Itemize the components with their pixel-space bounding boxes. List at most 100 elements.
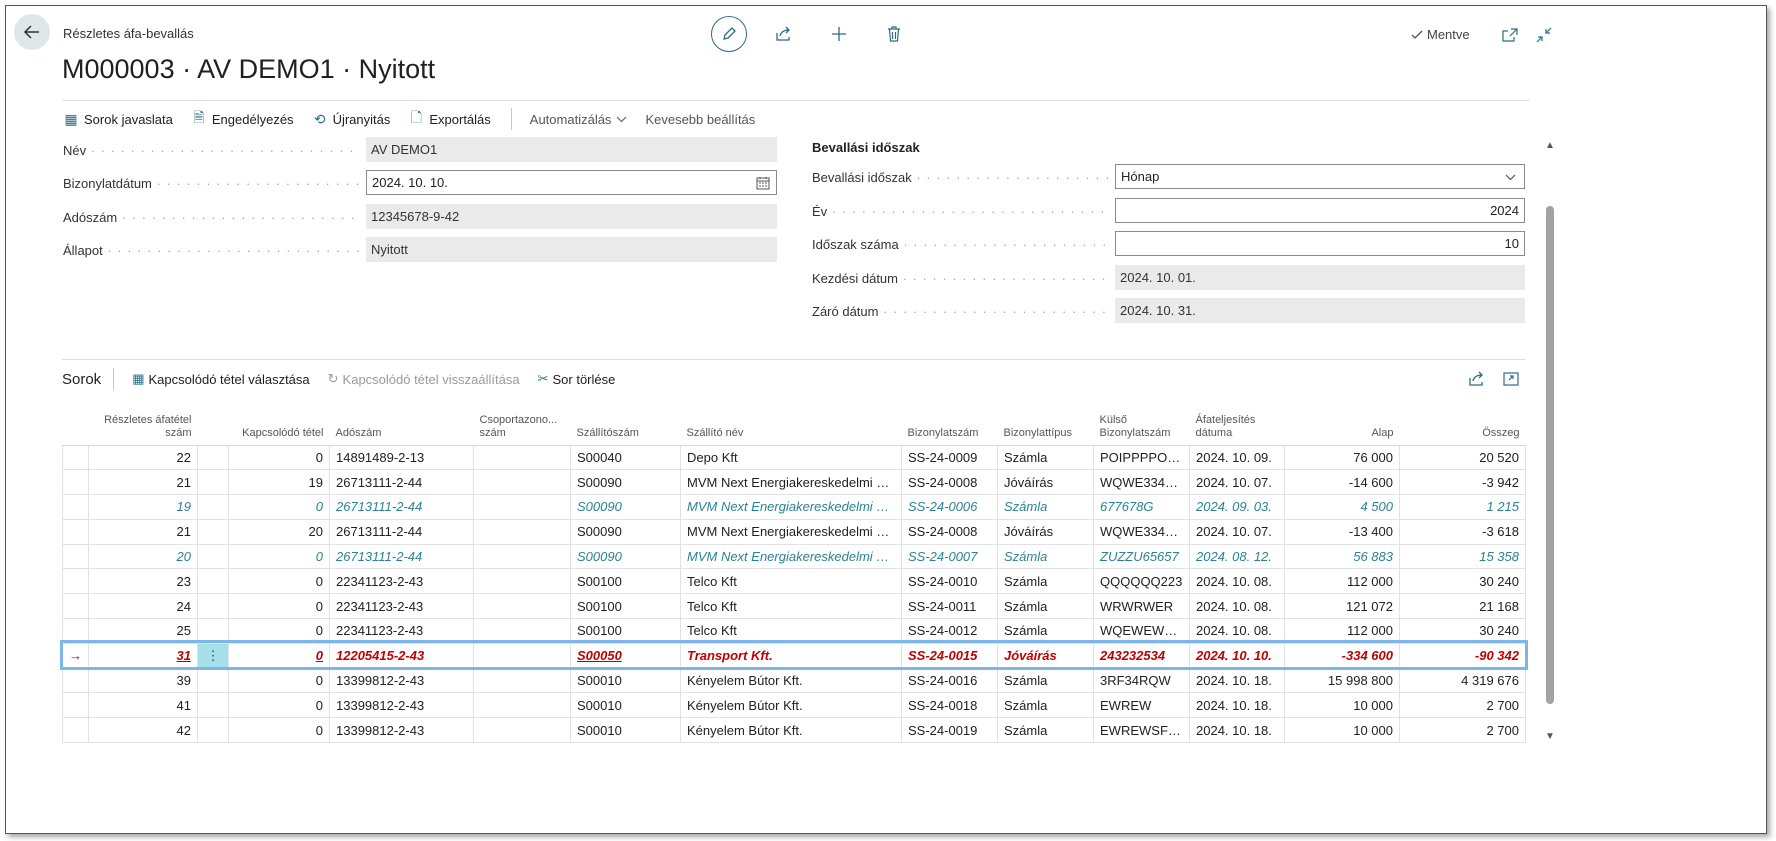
cell-entry-no[interactable]: 20 [88,544,198,570]
calendar-icon[interactable] [756,176,770,190]
row-menu-button[interactable]: ⋮ [197,643,229,669]
cell-tax-id[interactable]: 22341123-2-43 [329,568,474,595]
cell-entry-no[interactable]: 21 [88,469,198,496]
cell-tax-id[interactable]: 13399812-2-43 [329,668,474,694]
cell-amount[interactable]: 4 319 676 [1399,668,1526,694]
scrollbar-thumb[interactable] [1546,206,1554,704]
scroll-down-arrow-icon[interactable]: ▼ [1545,731,1555,742]
cell-tax-id[interactable]: 14891489-2-13 [329,445,474,471]
cell-base[interactable]: 4 500 [1284,494,1400,520]
cell-doc-no[interactable]: SS-24-0011 [901,593,998,620]
cell-doc-type[interactable]: Számla [997,544,1094,570]
edit-button[interactable] [711,16,747,52]
cell-entry-no[interactable]: 41 [88,692,198,719]
cell-doc-type[interactable]: Számla [997,668,1094,694]
cell-vendor-name[interactable]: MVM Next Energiakereskedelmi Zrt. [680,544,902,570]
cell-amount[interactable]: 30 240 [1399,618,1526,644]
cell-group-id[interactable] [473,469,571,496]
cell-entry-no[interactable]: 24 [88,593,198,620]
col-header-vendor-name[interactable]: Szállító név [680,408,902,446]
cell-vat-date[interactable]: 2024. 10. 08. [1189,568,1285,595]
cell-tax-id[interactable]: 26713111-2-44 [329,494,474,520]
scroll-up-arrow-icon[interactable]: ▲ [1545,140,1555,151]
row-menu-cell[interactable] [197,494,229,520]
cell-base[interactable]: 112 000 [1284,618,1400,644]
year-input[interactable]: 2024 [1115,198,1525,223]
cell-base[interactable]: 56 883 [1284,544,1400,570]
col-header-amount[interactable]: Összeg [1399,408,1526,446]
cell-entry-no[interactable]: 19 [88,494,198,520]
status-field[interactable]: Nyitott [366,237,777,262]
cell-doc-no[interactable]: SS-24-0016 [901,668,998,694]
cell-vendor-no[interactable]: S00050 [570,643,681,669]
cell-vat-date[interactable]: 2024. 10. 08. [1189,618,1285,644]
automate-menu[interactable]: Automatizálás [530,112,628,127]
row-menu-cell[interactable] [197,568,229,595]
cell-vendor-no[interactable]: S00010 [570,717,681,744]
row-indicator[interactable] [62,544,89,570]
cell-group-id[interactable] [473,717,571,744]
cell-entry-no[interactable]: 42 [88,717,198,744]
cell-base[interactable]: 15 998 800 [1284,668,1400,694]
cell-vendor-no[interactable]: S00090 [570,544,681,570]
table-row[interactable]: 41 0 13399812-2-43 S00010 Kényelem Bútor… [62,692,1526,719]
cell-doc-no[interactable]: SS-24-0008 [901,519,998,545]
table-row[interactable]: 24 0 22341123-2-43 S00100 Telco Kft SS-2… [62,593,1526,620]
cell-entry-no[interactable]: 21 [88,519,198,545]
cell-base[interactable]: -14 600 [1284,469,1400,496]
cell-vat-date[interactable]: 2024. 10. 08. [1189,593,1285,620]
cell-related[interactable]: 0 [228,544,330,570]
cell-vat-date[interactable]: 2024. 08. 12. [1189,544,1285,570]
select-related-button[interactable]: ▦ Kapcsolódó tétel választása [132,371,309,387]
cell-ext-doc-no[interactable]: POIPPPPO200... [1093,445,1190,471]
col-header-vat-date[interactable]: Áfateljesítés dátuma [1189,408,1285,446]
cell-ext-doc-no[interactable]: WQEWEWE23... [1093,618,1190,644]
cell-doc-type[interactable]: Számla [997,445,1094,471]
current-row-arrow-icon[interactable]: → [62,643,89,669]
row-menu-cell[interactable] [197,593,229,620]
cell-doc-no[interactable]: SS-24-0006 [901,494,998,520]
cell-related[interactable]: 20 [228,519,330,545]
cell-ext-doc-no[interactable]: EWREWSFSDF [1093,717,1190,744]
period-select[interactable]: Hónap [1115,164,1525,189]
table-row[interactable]: 21 19 26713111-2-44 S00090 MVM Next Ener… [62,469,1526,496]
col-header-ext-doc-no[interactable]: Külső Bizonylatszám [1093,408,1190,446]
back-button[interactable] [14,14,50,50]
cell-group-id[interactable] [473,494,571,520]
cell-amount[interactable]: 15 358 [1399,544,1526,570]
lines-share-button[interactable] [1467,369,1487,389]
cell-vendor-name[interactable]: MVM Next Energiakereskedelmi Zrt. [680,494,902,520]
delete-button[interactable] [876,16,912,52]
cell-vendor-no[interactable]: S00100 [570,593,681,620]
cell-group-id[interactable] [473,593,571,620]
table-row[interactable]: 21 20 26713111-2-44 S00090 MVM Next Ener… [62,519,1526,545]
cell-ext-doc-no[interactable]: QQQQQQ223 [1093,568,1190,595]
cell-amount[interactable]: -3 942 [1399,469,1526,496]
cell-base[interactable]: 10 000 [1284,717,1400,744]
cell-doc-type[interactable]: Számla [997,618,1094,644]
cell-doc-no[interactable]: SS-24-0010 [901,568,998,595]
row-indicator[interactable] [62,593,89,620]
cell-doc-no[interactable]: SS-24-0015 [901,643,998,669]
cell-group-id[interactable] [473,519,571,545]
cell-tax-id[interactable]: 22341123-2-43 [329,618,474,644]
cell-vendor-name[interactable]: Kényelem Bútor Kft. [680,717,902,744]
collapse-button[interactable] [1533,24,1555,46]
cell-doc-type[interactable]: Számla [997,494,1094,520]
cell-amount[interactable]: 21 168 [1399,593,1526,620]
cell-vendor-no[interactable]: S00040 [570,445,681,471]
row-menu-cell[interactable] [197,668,229,694]
row-menu-cell[interactable] [197,469,229,496]
cell-vendor-name[interactable]: Telco Kft [680,618,902,644]
end-date-field[interactable]: 2024. 10. 31. [1115,298,1525,323]
cell-entry-no[interactable]: 31 [88,643,198,669]
cell-amount[interactable]: 2 700 [1399,717,1526,744]
cell-vat-date[interactable]: 2024. 10. 09. [1189,445,1285,471]
cell-entry-no[interactable]: 25 [88,618,198,644]
table-row-related[interactable]: 20 0 26713111-2-44 S00090 MVM Next Energ… [62,544,1526,570]
cell-doc-no[interactable]: SS-24-0019 [901,717,998,744]
cell-tax-id[interactable]: 26713111-2-44 [329,544,474,570]
cell-vendor-no[interactable]: S00010 [570,692,681,719]
cell-related[interactable]: 0 [228,568,330,595]
table-row[interactable]: 39 0 13399812-2-43 S00010 Kényelem Bútor… [62,668,1526,694]
